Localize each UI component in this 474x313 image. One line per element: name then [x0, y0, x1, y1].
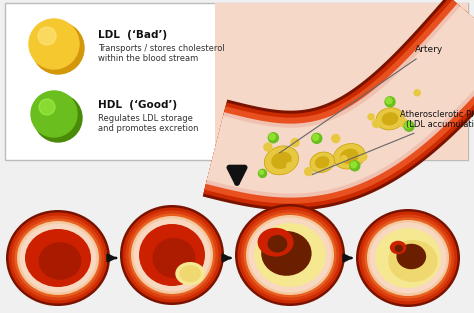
Circle shape [269, 134, 275, 140]
Circle shape [268, 133, 278, 143]
Circle shape [368, 114, 374, 120]
Ellipse shape [15, 218, 101, 297]
Ellipse shape [9, 213, 108, 304]
Circle shape [350, 161, 360, 171]
Circle shape [373, 120, 381, 127]
Ellipse shape [153, 238, 195, 278]
Circle shape [414, 90, 420, 96]
Polygon shape [204, 0, 474, 204]
Circle shape [38, 27, 56, 45]
Circle shape [404, 121, 414, 131]
Ellipse shape [180, 265, 201, 282]
Ellipse shape [388, 240, 438, 282]
Ellipse shape [246, 215, 334, 295]
Ellipse shape [382, 112, 398, 126]
Ellipse shape [334, 144, 365, 169]
Ellipse shape [128, 213, 216, 296]
Ellipse shape [271, 152, 292, 169]
Circle shape [34, 94, 82, 142]
Ellipse shape [358, 212, 457, 305]
Ellipse shape [365, 218, 452, 299]
Ellipse shape [264, 146, 299, 175]
Text: Regulates LDL storage: Regulates LDL storage [98, 114, 193, 123]
Ellipse shape [375, 228, 441, 288]
Ellipse shape [122, 208, 221, 302]
Circle shape [312, 133, 322, 143]
Circle shape [341, 156, 347, 162]
Circle shape [32, 22, 84, 74]
Circle shape [400, 119, 408, 127]
Polygon shape [206, 4, 474, 198]
Ellipse shape [38, 242, 82, 280]
Ellipse shape [19, 223, 97, 293]
Ellipse shape [395, 245, 403, 252]
Ellipse shape [134, 218, 210, 291]
Text: and promotes excretion: and promotes excretion [98, 124, 199, 133]
Ellipse shape [267, 235, 287, 253]
Circle shape [31, 91, 77, 137]
Ellipse shape [362, 214, 455, 301]
Ellipse shape [254, 223, 326, 287]
Circle shape [313, 134, 319, 140]
Ellipse shape [248, 218, 331, 293]
FancyBboxPatch shape [5, 3, 468, 160]
Circle shape [385, 97, 395, 107]
Ellipse shape [370, 223, 447, 294]
Ellipse shape [235, 204, 345, 306]
Ellipse shape [120, 205, 224, 305]
Text: Atherosclerotic Plaque
(LDL accumulation): Atherosclerotic Plaque (LDL accumulation… [312, 110, 474, 175]
Bar [215, 3, 468, 160]
Polygon shape [207, 6, 474, 194]
Text: LDL  (‘Bad’): LDL (‘Bad’) [98, 30, 167, 40]
Ellipse shape [131, 216, 213, 294]
Ellipse shape [139, 224, 205, 286]
Ellipse shape [261, 231, 311, 276]
Ellipse shape [240, 209, 339, 300]
Circle shape [351, 162, 357, 168]
Ellipse shape [396, 244, 426, 269]
Circle shape [359, 153, 367, 161]
Circle shape [291, 139, 299, 146]
Ellipse shape [6, 210, 110, 306]
Circle shape [305, 167, 313, 176]
Ellipse shape [25, 229, 91, 287]
Text: within the blood stream: within the blood stream [98, 54, 198, 63]
Circle shape [259, 170, 264, 174]
Polygon shape [203, 0, 474, 211]
Polygon shape [203, 0, 474, 208]
Text: Artery: Artery [280, 45, 443, 153]
Ellipse shape [17, 221, 99, 295]
Ellipse shape [257, 228, 293, 257]
Circle shape [332, 135, 340, 142]
Text: Transports / stores cholesterol: Transports / stores cholesterol [98, 44, 225, 53]
Circle shape [258, 169, 266, 177]
Ellipse shape [244, 213, 337, 297]
Circle shape [287, 163, 292, 169]
Ellipse shape [340, 149, 359, 164]
Ellipse shape [11, 215, 104, 300]
Circle shape [264, 143, 272, 151]
Text: HDL  (‘Good’): HDL (‘Good’) [98, 100, 177, 110]
Ellipse shape [390, 241, 406, 254]
Ellipse shape [376, 108, 404, 130]
Circle shape [39, 99, 55, 115]
Ellipse shape [315, 156, 329, 168]
Ellipse shape [367, 220, 449, 296]
Circle shape [405, 122, 411, 128]
Ellipse shape [237, 207, 343, 304]
Ellipse shape [356, 209, 460, 307]
Ellipse shape [310, 152, 335, 172]
Ellipse shape [126, 211, 219, 300]
Circle shape [386, 98, 392, 104]
Ellipse shape [175, 262, 205, 285]
Circle shape [29, 19, 79, 69]
